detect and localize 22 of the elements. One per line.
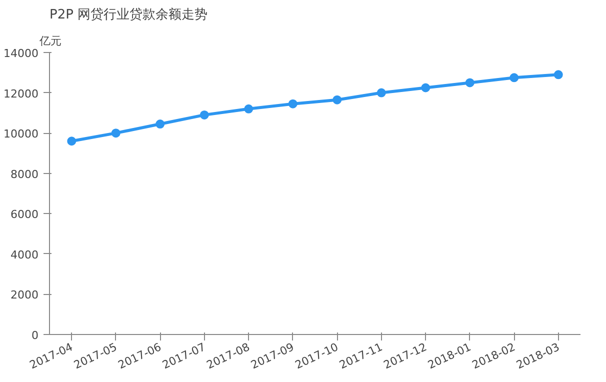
point	[421, 83, 430, 92]
point	[200, 110, 209, 120]
point	[554, 70, 563, 80]
y-tick-label: 14000	[4, 47, 39, 60]
point	[510, 73, 519, 82]
point	[465, 78, 474, 88]
point	[156, 120, 165, 128]
y-tick-label: 8000	[10, 168, 39, 181]
point	[288, 99, 298, 108]
y-axis-title: 亿元	[38, 34, 62, 48]
y-tick-label: 0	[32, 329, 38, 342]
y-tick-label: 2000	[10, 288, 39, 302]
point	[376, 88, 386, 98]
point	[332, 95, 342, 104]
y-tick-label: 6000	[10, 208, 39, 222]
point	[244, 104, 254, 114]
chart-title: P2P 网贷行业贷款余额走势	[50, 8, 208, 22]
y-tick-label: 10000	[4, 128, 39, 141]
point	[111, 128, 120, 138]
y-tick-label: 12000	[4, 87, 39, 100]
point	[67, 136, 76, 146]
y-tick-label: 4000	[10, 248, 39, 262]
